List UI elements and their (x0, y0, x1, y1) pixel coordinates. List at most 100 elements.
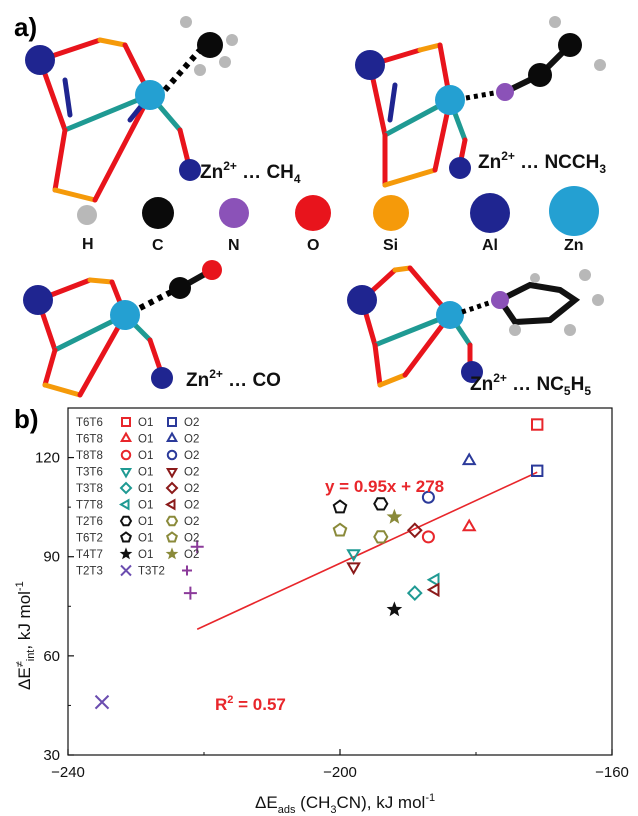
legend-o1-label: O1 (138, 483, 153, 495)
cluster-co (23, 260, 222, 398)
data-point (346, 562, 361, 576)
complex-label-nc5h5: Zn2+ … NC5H5 (470, 371, 591, 398)
legend-marker (120, 564, 132, 577)
panel-b-chart: b) −240 −200 −160 30 60 90 120 T6T6 O1 O2 T6T8 O1 O… (14, 404, 629, 816)
legend-entry-name: T7T8 (76, 500, 103, 512)
atom-al-label: Al (482, 237, 498, 254)
legend-o2-label: O2 (184, 483, 199, 495)
fit-equation: y = 0.95x + 278 (325, 477, 444, 496)
complex-label-ch4: Zn2+ … CH4 (200, 159, 301, 186)
legend-marker (119, 481, 133, 495)
legend-o1-label: O1 (138, 434, 153, 446)
legend-o2-label: O2 (184, 417, 199, 429)
atom-si-label: Si (383, 237, 398, 254)
legend-marker (182, 565, 192, 576)
data-point (421, 490, 435, 504)
atom-o-swatch (295, 195, 331, 231)
x-tick-label: −200 (323, 764, 357, 781)
legend-marker (119, 468, 133, 479)
x-axis-title: ΔEads (CH3CN), kJ mol-1 (255, 792, 435, 816)
cluster-ncch3 (355, 16, 606, 188)
data-point (426, 572, 440, 588)
legend-o1-label: O1 (138, 500, 153, 512)
legend-marker (165, 481, 179, 495)
data-point (531, 464, 544, 477)
legend-o1-label: O1 (138, 417, 153, 429)
legend-marker (121, 417, 131, 427)
legend-entry-name: T8T8 (76, 450, 103, 462)
legend-o1-label: O1 (138, 549, 153, 561)
data-point (426, 582, 440, 598)
legend-o2-label: O2 (184, 516, 199, 528)
axis-ticks: −240 −200 −160 30 60 90 120 (35, 407, 629, 781)
legend-entry-name: T4T7 (76, 549, 103, 561)
data-point (190, 540, 204, 554)
data-point (373, 497, 389, 511)
legend-o1-label: O1 (138, 450, 153, 462)
y-tick-label: 90 (43, 549, 60, 566)
legend-entry-name: T2T6 (76, 516, 103, 528)
legend-marker (164, 498, 176, 511)
legend-marker (165, 515, 179, 527)
data-point (332, 522, 348, 537)
y-tick-label: 120 (35, 450, 60, 467)
legend-marker (120, 531, 132, 543)
atom-si-swatch (373, 195, 409, 231)
legend-o2-label: O2 (184, 434, 199, 446)
atom-n-swatch (219, 198, 249, 228)
legend-marker (166, 531, 178, 543)
legend-entry-name: T3T6 (76, 467, 103, 479)
data-point (386, 508, 403, 524)
y-axis-title: ΔE≠int, kJ mol-1 (14, 581, 37, 690)
legend-entry-name: T3T2 (138, 566, 165, 578)
fit-line (196, 471, 538, 630)
x-tick-label: −160 (595, 764, 629, 781)
atom-zn-swatch (549, 186, 599, 236)
legend: T6T6 O1 O2 T6T8 O1 O2 T8T8 O1 O2 T3T6 O1 O2 T3T8 O1 O2… (76, 417, 199, 578)
data-point (406, 522, 423, 539)
data-point (373, 530, 389, 544)
atom-h-label: H (82, 236, 94, 253)
data-point (386, 601, 403, 617)
legend-o2-label: O2 (184, 450, 199, 462)
atom-n-label: N (228, 237, 240, 254)
y-tick-label: 30 (43, 747, 60, 764)
panel-b-label: b) (14, 404, 39, 434)
data-point (421, 530, 435, 544)
data-point (183, 586, 197, 600)
legend-marker (165, 431, 179, 442)
atom-legend: H C N O Si Al Zn (77, 186, 599, 254)
legend-o2-label: O2 (184, 533, 199, 545)
y-tick-label: 60 (43, 648, 60, 665)
complex-label-ncch3: Zn2+ … NCCH3 (478, 149, 606, 176)
legend-entry-name: T3T8 (76, 483, 103, 495)
legend-o2-label: O2 (184, 467, 199, 479)
atom-zn-label: Zn (564, 237, 584, 254)
cluster-nc5h5 (347, 265, 604, 388)
legend-marker (165, 547, 179, 560)
legend-marker (167, 417, 177, 427)
panel-a-structures: a) Zn2+ … CH4 (14, 12, 606, 398)
legend-entry-name: T6T8 (76, 434, 103, 446)
legend-o2-label: O2 (184, 500, 199, 512)
legend-entry-name: T6T6 (76, 417, 103, 429)
legend-marker (118, 498, 130, 511)
legend-marker (119, 515, 133, 527)
legend-marker (165, 468, 179, 479)
legend-entry-name: T6T2 (76, 533, 103, 545)
legend-o1-label: O1 (138, 516, 153, 528)
data-points (94, 418, 544, 710)
data-point (94, 694, 110, 710)
legend-marker (120, 449, 132, 461)
data-point (346, 549, 361, 562)
legend-marker (119, 431, 133, 442)
data-point (332, 499, 348, 514)
cluster-ch4 (25, 16, 238, 203)
panel-a-label: a) (14, 12, 37, 42)
legend-marker (119, 547, 133, 560)
legend-marker (166, 449, 178, 461)
data-point (406, 585, 423, 602)
atom-al-swatch (470, 193, 510, 233)
legend-o1-label: O1 (138, 467, 153, 479)
atom-c-label: C (152, 237, 164, 254)
